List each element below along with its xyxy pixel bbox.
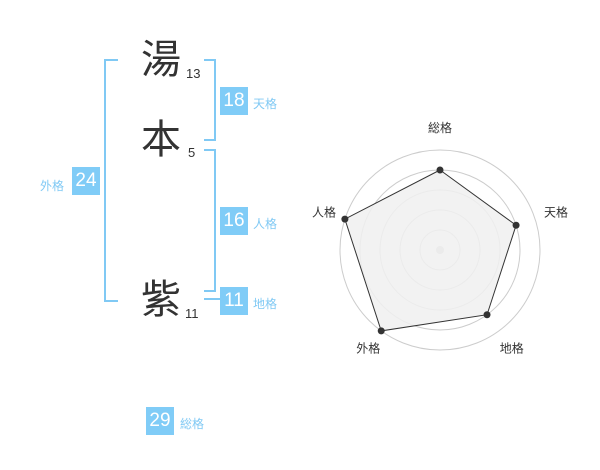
stroke-count-2: 5 — [188, 145, 196, 160]
radar-point-1 — [512, 221, 520, 229]
radar-axis-label: 総格 — [428, 120, 452, 135]
gaikaku-bracket — [104, 59, 118, 302]
stroke-count-3: 11 — [185, 306, 199, 321]
radar-axis-label: 外格 — [356, 341, 380, 356]
radar-ring — [339, 149, 541, 351]
gaikaku-value: 24 — [72, 167, 100, 195]
name-char-2: 本 — [141, 117, 181, 163]
name-char-1: 湯 — [141, 37, 181, 83]
tenkaku-label: 天格 — [253, 97, 278, 111]
radar-area — [344, 169, 517, 332]
radar-point-2 — [483, 311, 491, 319]
name-char-3: 紫 — [141, 277, 181, 323]
gaikaku-label: 外格 — [40, 179, 65, 193]
radar-point-0 — [436, 166, 444, 174]
radar-axis-label: 天格 — [544, 204, 568, 219]
stroke-count-1: 13 — [186, 66, 201, 81]
radar-point-3 — [377, 327, 385, 335]
chikaku-value: 11 — [220, 287, 248, 315]
tenkaku-value: 18 — [220, 87, 248, 115]
soukaku-label: 総格 — [180, 417, 205, 431]
radar-axis-label: 地格 — [500, 341, 524, 356]
chikaku-connector — [204, 298, 220, 300]
jinkaku-bracket — [204, 149, 216, 292]
radar-axis-label: 人格 — [312, 204, 336, 219]
tenkaku-bracket — [204, 59, 216, 141]
soukaku-value: 29 — [146, 407, 174, 435]
radar-point-4 — [341, 215, 349, 223]
chikaku-label: 地格 — [253, 297, 278, 311]
jinkaku-label: 人格 — [253, 217, 278, 231]
jinkaku-value: 16 — [220, 207, 248, 235]
